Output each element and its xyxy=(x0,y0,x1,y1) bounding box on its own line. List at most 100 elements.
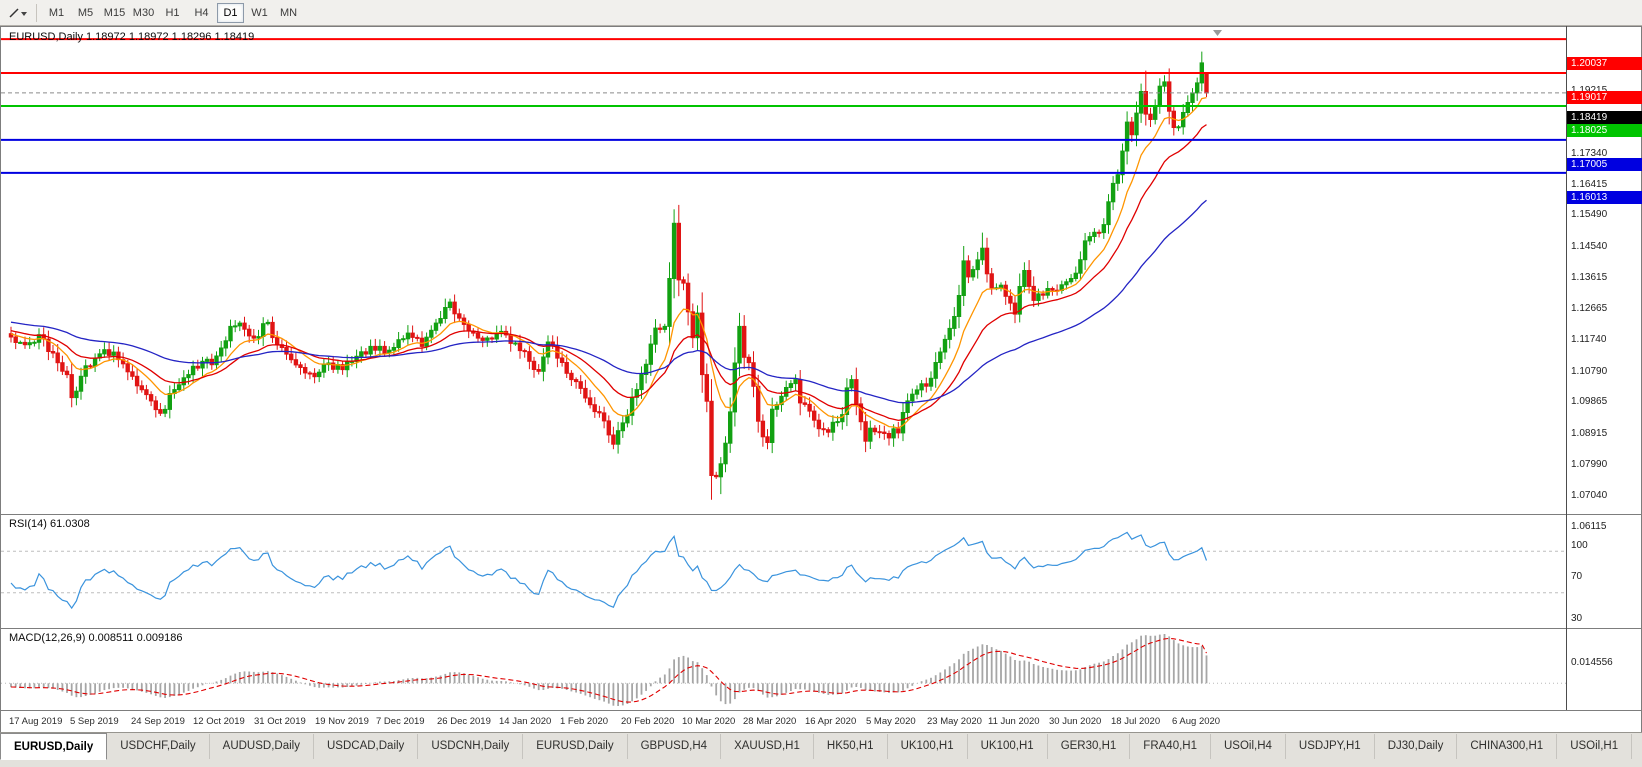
tab-ger30-h1[interactable]: GER30,H1 xyxy=(1048,734,1131,759)
date-axis-label: 5 May 2020 xyxy=(866,716,916,727)
macd-chart xyxy=(1,634,1567,706)
timeframe-button-m5[interactable]: M5 xyxy=(77,6,94,19)
timeframe-button-m1[interactable]: M1 xyxy=(48,6,65,19)
date-axis-label: 6 Aug 2020 xyxy=(1172,716,1221,727)
price-axis: 1.19215 1.17340 1.16415 1.15490 1.14540 1.136… xyxy=(1567,26,1642,710)
date-axis-label: 5 Sep 2019 xyxy=(70,716,119,727)
price-axis-label: 1.07040 xyxy=(1571,490,1608,501)
timeframe-button-h4[interactable]: H4 xyxy=(194,6,209,19)
macd-signal-line xyxy=(10,637,1207,703)
price-level-badge: 1.17005 xyxy=(1567,158,1642,171)
date-axis-label: 30 Jun 2020 xyxy=(1049,716,1102,727)
date-axis-label: 18 Jul 2020 xyxy=(1111,716,1161,727)
tab-usdchf-daily[interactable]: USDCHF,Daily xyxy=(107,734,210,759)
price-axis-label: 1.08915 xyxy=(1571,428,1608,439)
timeframe-button-m30[interactable]: M30 xyxy=(132,6,155,19)
price-axis-separator xyxy=(1566,26,1567,710)
tab-usoil-h4[interactable]: USOil,H4 xyxy=(1211,734,1286,759)
tab-fra40-h1[interactable]: FRA40,H1 xyxy=(1130,734,1211,759)
price-axis-label: 1.12665 xyxy=(1571,303,1608,314)
date-axis-label: 26 Dec 2019 xyxy=(437,716,491,727)
date-axis-label: 19 Nov 2019 xyxy=(315,716,369,727)
tab-china300-h1[interactable]: CHINA300,H1 xyxy=(1457,734,1558,759)
date-axis-label: 24 Sep 2019 xyxy=(131,716,185,727)
rsi-label: RSI(14) 61.0308 xyxy=(9,518,90,530)
price-axis-label: 1.19215 xyxy=(1571,85,1607,96)
timeframe-button-w1[interactable]: W1 xyxy=(251,6,268,19)
tab-dj30-daily[interactable]: DJ30,Daily xyxy=(1375,734,1458,759)
chart-title: EURUSD,Daily 1.18972 1.18972 1.18296 1.1… xyxy=(9,31,255,43)
date-axis-label: 17 Aug 2019 xyxy=(9,716,63,727)
candlestick-chart-host[interactable] xyxy=(1,27,1567,520)
date-axis-label: 11 Jun 2020 xyxy=(988,716,1040,727)
tab-audusd-daily[interactable]: AUDUSD,Daily xyxy=(210,734,314,759)
chart-tools-icon xyxy=(9,7,27,18)
date-axis-label: 7 Dec 2019 xyxy=(376,716,425,727)
timeframe-button-mn[interactable]: MN xyxy=(279,6,298,19)
candlestick-chart[interactable] xyxy=(1,27,1567,515)
tab-usoil-h1[interactable]: USOil,H1 xyxy=(1557,734,1633,759)
tab-usdcnh-daily[interactable]: USDCNH,Daily xyxy=(418,734,524,759)
date-axis-label: 14 Jan 2020 xyxy=(499,716,552,727)
macd-chart-host xyxy=(1,629,1567,716)
price-chart-panel[interactable]: EURUSD,Daily 1.18972 1.18972 1.18296 1.1… xyxy=(0,26,1642,514)
tab-hk50-h1[interactable]: HK50,H1 xyxy=(814,734,888,759)
price-axis-label: 1.14540 xyxy=(1571,241,1608,252)
price-level-badge: 1.16013 xyxy=(1567,191,1642,204)
time-axis: 17 Aug 2019 5 Sep 2019 24 Sep 2019 12 Oct 2… xyxy=(0,710,1642,732)
tab-uk100-h1[interactable]: UK100,H1 xyxy=(888,734,968,759)
chart-tabs-bar: EURUSD,Daily USDCHF,Daily AUDUSD,Daily USDC… xyxy=(0,732,1642,767)
timeframe-button-h1[interactable]: H1 xyxy=(165,6,180,19)
price-axis-label: 1.11740 xyxy=(1571,334,1607,345)
price-level-badge: 1.20037 xyxy=(1567,57,1642,70)
up-candles xyxy=(18,51,1204,495)
macd-axis-label: 0.014556 xyxy=(1571,657,1613,668)
date-axis-label: 28 Mar 2020 xyxy=(743,716,797,727)
rsi-axis-label: 70 xyxy=(1571,571,1583,582)
rsi-axis-label: 100 xyxy=(1571,540,1588,551)
ma-21-line xyxy=(10,124,1207,422)
date-axis-label: 12 Oct 2019 xyxy=(193,716,245,727)
timeframe-button-m15[interactable]: M15 xyxy=(103,6,126,19)
price-axis-label: 1.16415 xyxy=(1571,179,1608,190)
date-axis-label: 10 Mar 2020 xyxy=(682,716,736,727)
rsi-line xyxy=(10,531,1208,610)
tab-eurusd-daily[interactable]: EURUSD,Daily xyxy=(523,734,628,759)
tab-usdjpy-h1[interactable]: USDJPY,H1 xyxy=(1286,734,1375,759)
chart-tools-dropdown[interactable] xyxy=(5,3,31,23)
rsi-panel[interactable]: RSI(14) 61.0308 xyxy=(0,514,1642,628)
macd-panel[interactable]: MACD(12,26,9) 0.008511 0.009186 xyxy=(0,628,1642,710)
price-axis-label: 1.17340 xyxy=(1571,148,1608,159)
bid-price-badge: 1.18419 xyxy=(1567,111,1642,124)
price-axis-label: 1.06115 xyxy=(1571,521,1607,532)
date-axis-label: 23 May 2020 xyxy=(927,716,982,727)
price-level-badge: 1.19017 xyxy=(1567,91,1642,104)
price-axis-label: 1.09865 xyxy=(1571,396,1608,407)
rsi-axis-label: 30 xyxy=(1571,613,1583,624)
rsi-chart xyxy=(1,531,1567,610)
macd-label: MACD(12,26,9) 0.008511 0.009186 xyxy=(9,632,183,644)
tab-usdcad-daily[interactable]: USDCAD,Daily xyxy=(314,734,419,759)
price-axis-label: 1.15490 xyxy=(1571,209,1608,220)
timeframe-button-d1[interactable]: D1 xyxy=(217,2,244,23)
macd-histogram xyxy=(10,634,1208,706)
tab-xauusd-h1[interactable]: XAUUSD,H1 xyxy=(721,734,814,759)
chart-shift-marker[interactable] xyxy=(1213,30,1222,36)
ma-10-line xyxy=(10,96,1207,429)
date-axis-label: 1 Feb 2020 xyxy=(560,716,609,727)
tab-uk100-h1[interactable]: UK100,H1 xyxy=(968,734,1048,759)
down-candles xyxy=(8,68,1209,500)
toolbar-separator xyxy=(36,3,37,22)
price-axis-label: 1.07990 xyxy=(1571,459,1608,470)
timeframe-toolbar: M1 M5 M15 M30 H1 H4 D1 W1 MN xyxy=(0,0,1642,26)
date-axis-label: 31 Oct 2019 xyxy=(254,716,306,727)
tab-eurusd-daily[interactable]: EURUSD,Daily xyxy=(0,733,108,760)
price-axis-label: 1.10790 xyxy=(1571,366,1608,377)
date-axis-label: 16 Apr 2020 xyxy=(805,716,857,727)
tab-gbpusd-h4[interactable]: GBPUSD,H4 xyxy=(628,734,722,759)
rsi-chart-host xyxy=(1,515,1567,634)
price-level-badge: 1.18025 xyxy=(1567,124,1642,137)
price-axis-label: 1.13615 xyxy=(1571,272,1608,283)
date-axis-label: 20 Feb 2020 xyxy=(621,716,675,727)
